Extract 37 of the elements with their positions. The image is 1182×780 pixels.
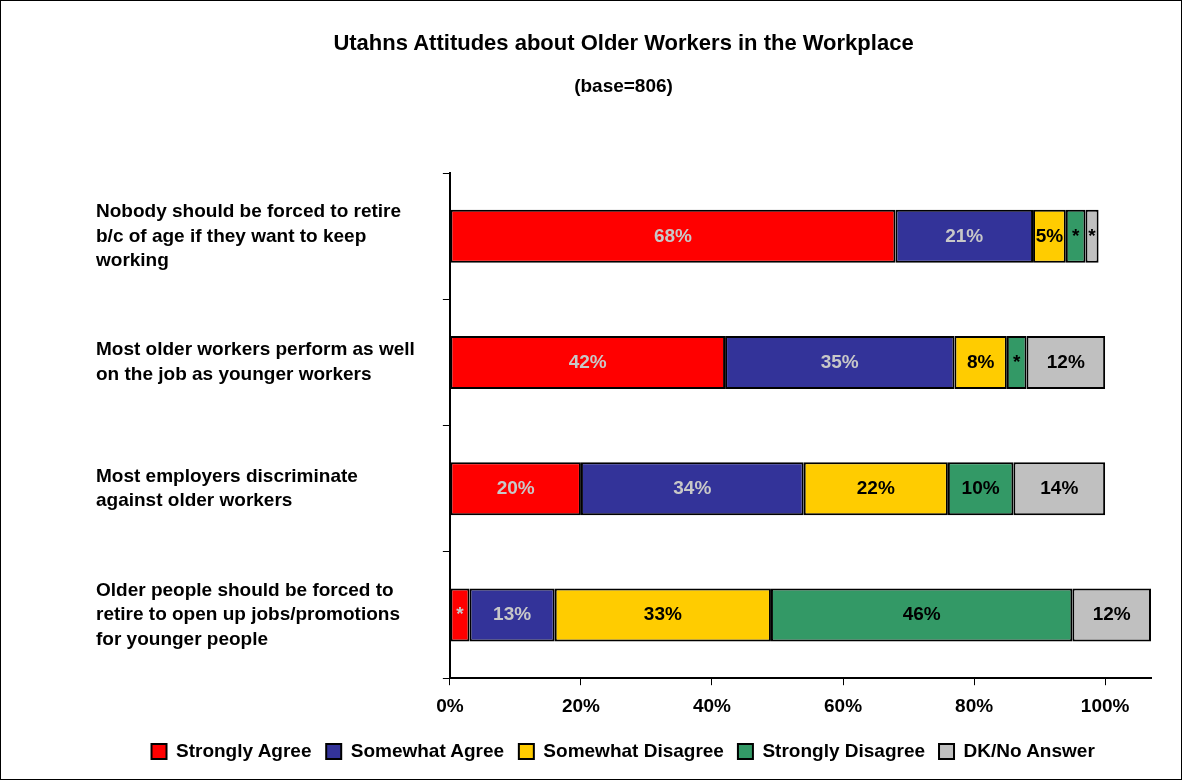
data-label: *: [1088, 224, 1097, 246]
legend-label: Somewhat Disagree: [543, 739, 724, 761]
legend-label: Strongly Agree: [176, 739, 312, 761]
data-label: 20%: [496, 477, 535, 499]
data-label: 21%: [945, 224, 984, 246]
legend-label: Somewhat Agree: [350, 739, 505, 761]
data-label: 14%: [1040, 477, 1079, 499]
data-label: 12%: [1092, 603, 1131, 625]
y-tick-label: Older people should be forced to retire to open up jobs/promotions for younger people: [96, 578, 400, 650]
data-label: 33%: [643, 603, 682, 625]
data-label: 34%: [673, 477, 712, 499]
legend-label: DK/No Answer: [963, 739, 1096, 761]
data-label: 35%: [820, 350, 859, 372]
y-tick-label: Nobody should be forced to retire b/c of age if they want to keep working: [95, 199, 402, 271]
x-tick-label: 40%: [692, 694, 732, 716]
data-label: *: [1071, 224, 1080, 246]
x-tick-label: 0%: [436, 694, 464, 716]
x-tick-label: 20%: [561, 694, 601, 716]
x-tick-label: 100%: [1080, 694, 1130, 716]
data-label: 22%: [856, 477, 895, 499]
x-tick-label: 60%: [824, 694, 863, 716]
data-label: *: [1012, 350, 1021, 372]
chart-subtitle: (base=806): [574, 75, 673, 97]
x-tick-label: 80%: [955, 694, 994, 716]
chart-title: Utahns Attitudes about Older Workers in the Workplace: [333, 30, 914, 56]
data-label: 46%: [902, 603, 941, 625]
data-label: 42%: [568, 350, 607, 372]
data-label: 12%: [1046, 350, 1085, 372]
data-label: 68%: [653, 224, 693, 246]
data-label: 8%: [966, 350, 995, 372]
data-label: 10%: [961, 477, 1000, 499]
data-label: 13%: [493, 603, 532, 625]
y-tick-label: Most older workers perform as well on the job as younger workers: [96, 338, 415, 385]
y-tick-label: Most employers discriminate against older workers: [96, 464, 358, 511]
legend-label: Strongly Disagree: [762, 739, 926, 761]
data-label: *: [456, 603, 465, 625]
data-label: 5%: [1035, 224, 1064, 246]
